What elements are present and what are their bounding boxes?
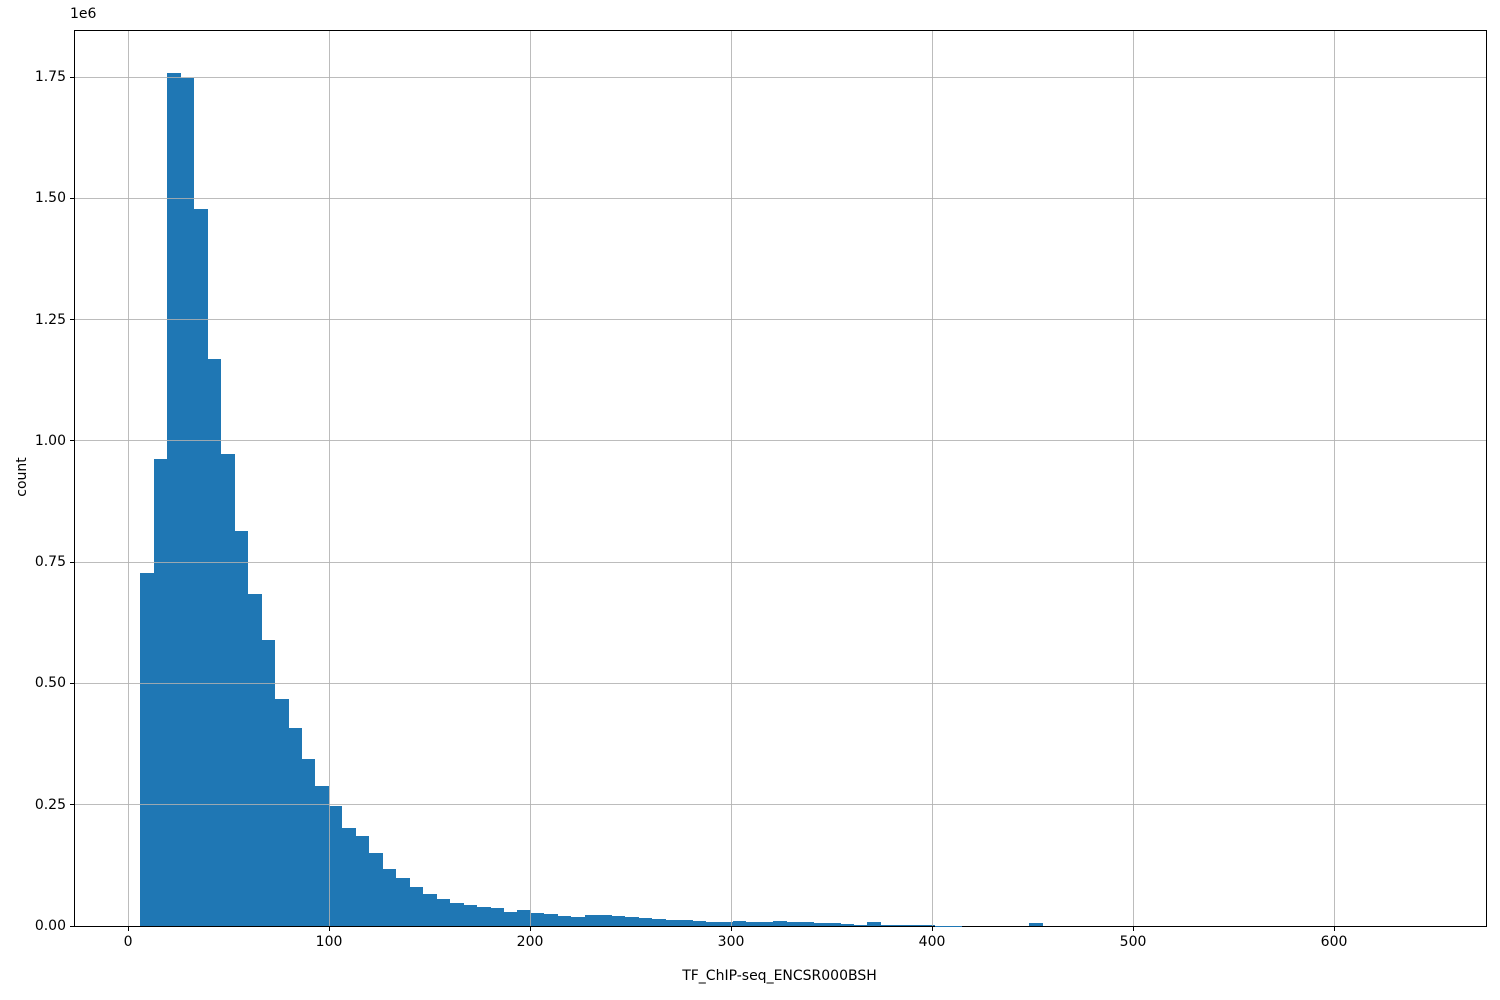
x-tick-label: 400 <box>918 934 946 950</box>
histogram-bar <box>490 908 505 926</box>
histogram-bar <box>880 924 895 926</box>
histogram-bar <box>826 923 841 926</box>
y-tick-label: 0.25 <box>34 796 66 813</box>
histogram-bar <box>1028 923 1043 926</box>
y-tick-mark <box>70 804 74 806</box>
histogram-bar <box>557 916 572 926</box>
histogram-bar <box>140 572 154 926</box>
histogram-bar <box>409 887 424 926</box>
histogram-bar <box>840 924 855 926</box>
histogram-bar <box>934 925 949 926</box>
histogram-bar <box>301 758 316 926</box>
x-tick-mark <box>730 927 732 931</box>
histogram-bar <box>759 921 774 926</box>
x-tick-label: 300 <box>717 934 745 950</box>
histogram-bar <box>571 917 585 926</box>
y-tick-mark <box>70 440 74 442</box>
x-tick-label: 0 <box>123 934 133 950</box>
histogram-bar <box>274 698 289 926</box>
histogram-bar <box>463 904 478 926</box>
histogram-bar <box>355 836 370 926</box>
histogram-bar <box>611 915 626 926</box>
histogram-bar <box>813 922 828 926</box>
x-tick-label: 200 <box>516 934 544 950</box>
histogram-bar <box>247 594 262 926</box>
histogram-bar <box>167 72 181 926</box>
histogram-bar <box>530 912 545 926</box>
plot-area <box>74 30 1487 927</box>
x-tick-mark <box>328 927 330 931</box>
histogram-bar <box>234 531 249 926</box>
y-tick-mark <box>70 197 74 199</box>
histogram-bar <box>395 878 410 926</box>
x-tick-mark <box>127 927 129 931</box>
x-tick-mark <box>1333 927 1335 931</box>
histogram-bar <box>907 925 922 926</box>
histogram-bar <box>678 920 693 926</box>
y-axis-label: count <box>14 457 30 497</box>
y-tick-mark <box>70 561 74 563</box>
bars-layer <box>75 31 1486 926</box>
histogram-bar <box>436 898 451 926</box>
histogram-bar <box>261 640 276 926</box>
histogram-bar <box>369 853 383 926</box>
y-axis-offset-text: 1e6 <box>70 6 97 22</box>
histogram-bar <box>651 918 666 926</box>
histogram-bar <box>624 916 639 926</box>
histogram-bar <box>800 922 814 926</box>
histogram-bar <box>517 910 531 926</box>
histogram-bar <box>584 914 599 926</box>
histogram-bar <box>180 77 195 926</box>
histogram-bar <box>746 922 760 926</box>
histogram-bar <box>422 893 437 926</box>
y-tick-label: 1.25 <box>34 311 66 328</box>
histogram-bar <box>382 868 397 926</box>
histogram-bar <box>732 921 747 926</box>
histogram-bar <box>705 921 720 926</box>
histogram-bar <box>503 911 518 926</box>
y-tick-mark <box>70 925 74 927</box>
histogram-bar <box>328 806 343 926</box>
histogram-bar <box>692 920 707 926</box>
histogram-bar <box>921 925 935 926</box>
histogram-bar <box>948 925 962 926</box>
histogram-bar <box>894 925 909 926</box>
histogram-bar <box>867 922 882 926</box>
x-tick-label: 500 <box>1119 934 1147 950</box>
x-tick-mark <box>931 927 933 931</box>
histogram-bar <box>544 913 558 926</box>
y-tick-mark <box>70 76 74 78</box>
histogram-bar <box>193 209 208 926</box>
histogram-bar <box>220 454 235 926</box>
y-tick-label: 0.50 <box>34 675 66 692</box>
histogram-bar <box>786 921 801 926</box>
histogram-bar <box>719 922 733 926</box>
x-axis-label: TF_ChIP-seq_ENCSR000BSH <box>682 968 877 984</box>
histogram-bar <box>315 785 329 926</box>
x-tick-mark <box>529 927 531 931</box>
histogram-bar <box>853 924 868 926</box>
histogram-bar <box>665 919 680 926</box>
y-tick-mark <box>70 319 74 321</box>
x-tick-label: 600 <box>1320 934 1348 950</box>
histogram-bar <box>638 918 653 926</box>
histogram-bar <box>773 921 787 926</box>
histogram-bar <box>449 903 464 926</box>
y-tick-label: 1.75 <box>34 69 66 86</box>
y-tick-mark <box>70 682 74 684</box>
x-tick-mark <box>1132 927 1134 931</box>
x-tick-label: 100 <box>315 934 343 950</box>
y-tick-label: 1.50 <box>34 190 66 207</box>
histogram-bar <box>153 458 168 926</box>
histogram-bar <box>476 906 491 926</box>
y-tick-label: 0.00 <box>34 918 66 934</box>
histogram-bar <box>207 359 222 926</box>
y-tick-label: 0.75 <box>34 554 66 571</box>
y-tick-label: 1.00 <box>34 432 66 449</box>
histogram-bar <box>288 727 303 926</box>
histogram-bar <box>342 827 356 926</box>
histogram-bar <box>597 915 612 926</box>
